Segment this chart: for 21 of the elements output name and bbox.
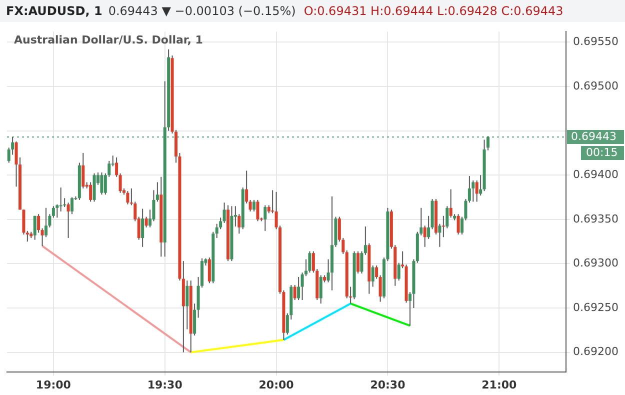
ref-line-label: 0.69443 — [571, 130, 616, 143]
chart-title: FX:AUDUSD, 1 — [6, 4, 102, 18]
candlestick — [442, 216, 445, 238]
x-tick-label: 19:30 — [147, 378, 183, 392]
candlestick — [59, 188, 62, 212]
text: O:0.69431 H:0.69444 L:0.69428 C:0.69443 — [304, 4, 564, 18]
text: 00:15 — [586, 146, 618, 159]
candlestick — [271, 190, 274, 214]
y-tick-label: 0.69300 — [573, 256, 618, 270]
x-tick-label: 20:00 — [258, 378, 294, 392]
x-tick-label: 19:00 — [36, 378, 72, 392]
x-tick-label: 21:00 — [482, 378, 517, 392]
y-tick-label: 0.69200 — [573, 345, 618, 358]
x-tick-label: 20:30 — [370, 378, 406, 392]
y-tick-label: 0.69400 — [573, 168, 618, 181]
text: 0.69443 ▼ −0.00103 (−0.15%) — [108, 4, 296, 18]
y-tick-label: 0.69500 — [573, 79, 618, 92]
y-tick-label: 0.69250 — [573, 300, 618, 314]
y-tick-label: 0.69350 — [573, 212, 618, 226]
chart-subtitle: Australian Dollar/U.S. Dollar, 1 — [14, 33, 203, 46]
y-tick-label: 0.69550 — [573, 35, 618, 48]
